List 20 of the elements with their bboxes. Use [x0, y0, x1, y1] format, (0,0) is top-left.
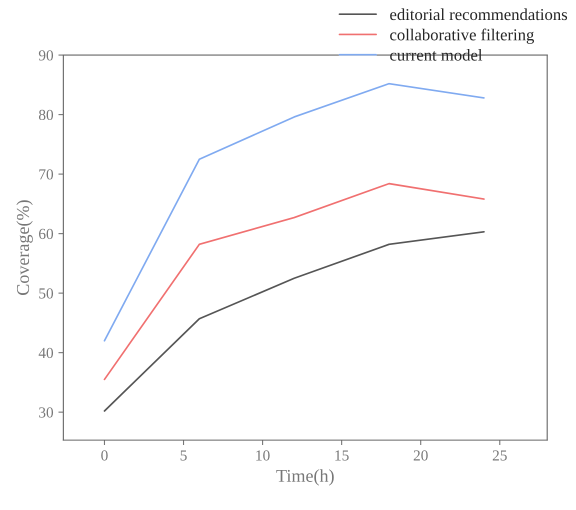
x-axis-title: Time(h) — [276, 469, 334, 486]
y-tick-label: 40 — [38, 348, 54, 358]
x-tick-label: 15 — [335, 450, 349, 461]
y-tick-label: 90 — [38, 50, 54, 61]
y-tick-label: 30 — [39, 407, 54, 418]
line-series — [104, 231, 485, 412]
legend-label: editorial recommendations — [390, 8, 568, 20]
x-tick-label: 25 — [492, 450, 507, 461]
y-axis-title: Coverage(%) — [16, 200, 33, 295]
line-series — [104, 182, 485, 380]
y-tick-label: 80 — [38, 110, 54, 120]
y-tick-label: 60 — [39, 228, 54, 240]
x-tick-label: 0 — [101, 450, 108, 461]
x-tick-label: 10 — [256, 450, 270, 461]
line-series — [104, 82, 485, 342]
x-tick-label: 20 — [414, 450, 428, 461]
y-tick-label: 50 — [39, 288, 54, 299]
legend-label: collaborative filtering — [390, 28, 534, 44]
x-tick-label: 5 — [180, 450, 187, 461]
y-tick-label: 70 — [39, 169, 54, 180]
